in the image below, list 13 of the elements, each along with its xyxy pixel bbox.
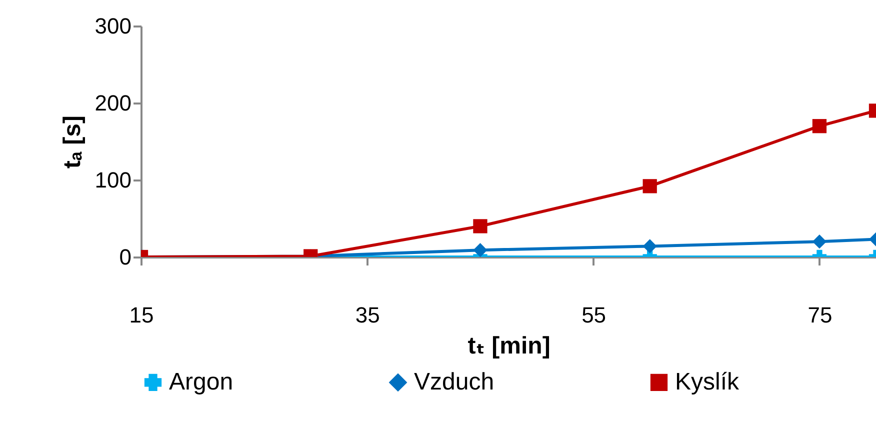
- legend-label: Argon: [169, 368, 234, 396]
- x-tick-label: 15: [129, 302, 154, 328]
- x-tick-label: 75: [808, 302, 832, 328]
- legend-label: Kyslík: [675, 368, 740, 396]
- x-axis-title: tₜ [min]: [468, 332, 550, 360]
- y-tick-label: 300: [94, 14, 132, 38]
- y-tick-label: 0: [119, 244, 132, 270]
- y-tick-label: 100: [94, 168, 132, 192]
- y-axis-title: tₐ [s]: [58, 115, 86, 169]
- x-tick-label: 55: [582, 302, 606, 328]
- x-tick-label: 35: [355, 302, 380, 328]
- y-tick-label: 200: [94, 90, 132, 116]
- legend-label: Vzduch: [414, 368, 494, 396]
